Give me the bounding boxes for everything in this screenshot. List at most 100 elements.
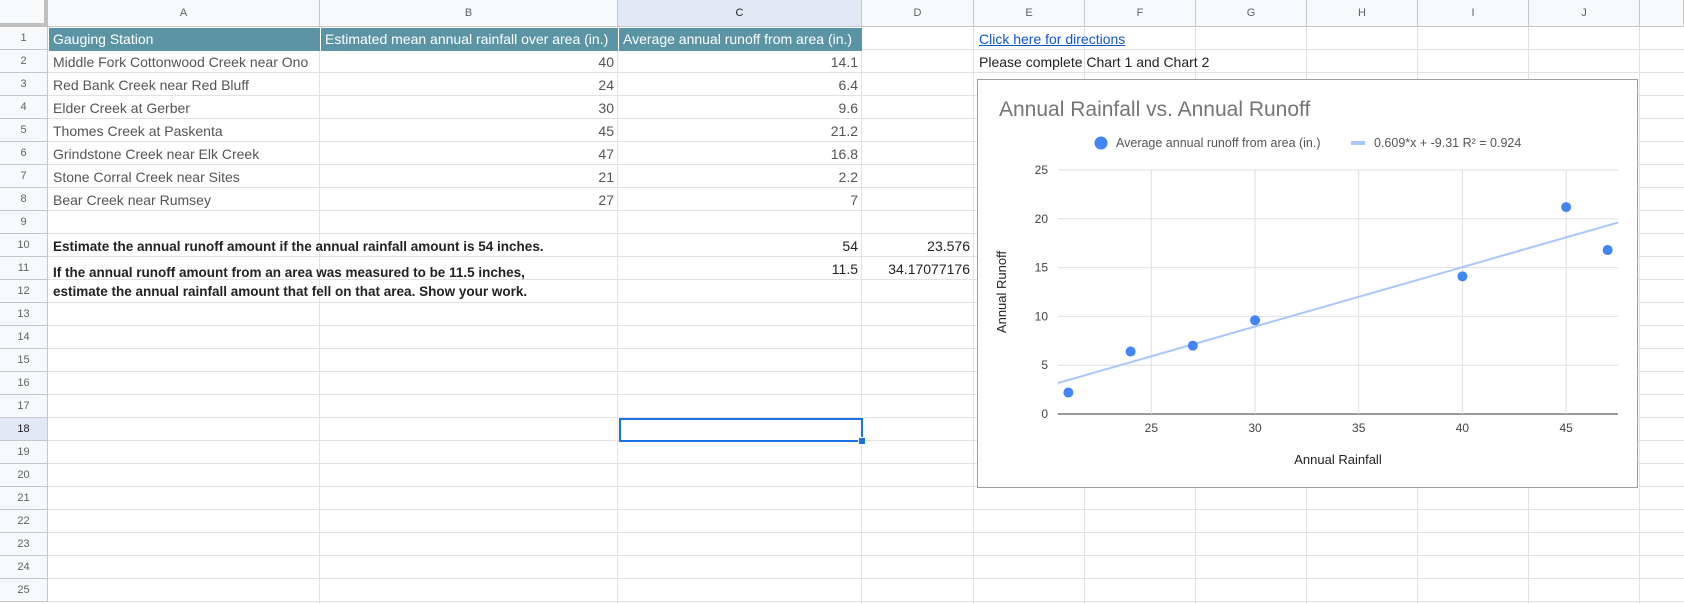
row-header-18[interactable]: 18 xyxy=(0,418,48,441)
row-header-3[interactable]: 3 xyxy=(0,73,48,96)
cell-a11-line1[interactable]: If the annual runoff amount from an area… xyxy=(53,265,525,280)
column-header-i[interactable]: I xyxy=(1418,0,1529,27)
row-gridline xyxy=(48,555,1684,556)
row-header-11[interactable]: 11 xyxy=(0,257,48,280)
row-header-20[interactable]: 20 xyxy=(0,464,48,487)
y-tick-label: 25 xyxy=(1035,163,1049,177)
cell-c10[interactable]: 54 xyxy=(842,238,858,254)
row-header-9[interactable]: 9 xyxy=(0,211,48,234)
row-header-19[interactable]: 19 xyxy=(0,441,48,464)
x-tick-label: 25 xyxy=(1145,421,1159,435)
cell-a2[interactable]: Middle Fork Cottonwood Creek near Ono xyxy=(53,54,309,70)
row-gridline xyxy=(48,49,1684,50)
row-header-15[interactable]: 15 xyxy=(0,349,48,372)
column-header-j[interactable]: J xyxy=(1529,0,1640,27)
cell-c8[interactable]: 7 xyxy=(850,192,858,208)
cell-a11-line2[interactable]: estimate the annual rainfall amount that… xyxy=(53,284,528,299)
column-header-d[interactable]: D xyxy=(862,0,974,27)
row-gridline xyxy=(48,601,1684,602)
cell-b6[interactable]: 47 xyxy=(598,146,614,162)
row-header-13[interactable]: 13 xyxy=(0,303,48,326)
cell-b7[interactable]: 21 xyxy=(598,169,614,185)
row-gridline xyxy=(48,164,1684,165)
row-header-25[interactable]: 25 xyxy=(0,579,48,602)
x-axis-title: Annual Rainfall xyxy=(1294,452,1382,467)
scatter-chart[interactable]: Annual Rainfall vs. Annual Runoff 0 5 10 15… xyxy=(977,79,1638,488)
y-tick-label: 15 xyxy=(1035,261,1049,275)
row-header-2[interactable]: 2 xyxy=(0,50,48,73)
cell-a10[interactable]: Estimate the annual runoff amount if the… xyxy=(53,239,544,254)
x-tick-label: 40 xyxy=(1456,421,1470,435)
cell-d11[interactable]: 34.17077176 xyxy=(888,261,970,277)
row-header-21[interactable]: 21 xyxy=(0,487,48,510)
row-gridline xyxy=(48,233,1684,234)
cell-c1[interactable]: Average annual runoff from area (in.) xyxy=(619,28,862,51)
row-header-8[interactable]: 8 xyxy=(0,188,48,211)
data-point xyxy=(1187,340,1198,351)
y-tick-label: 5 xyxy=(1041,358,1048,372)
data-point xyxy=(1602,245,1613,256)
column-gridline xyxy=(861,27,862,604)
cell-a3[interactable]: Red Bank Creek near Red Bluff xyxy=(53,77,249,93)
row-gridline xyxy=(48,394,1684,395)
cell-b3[interactable]: 24 xyxy=(598,77,614,93)
y-tick-label: 0 xyxy=(1041,407,1048,421)
column-gridline xyxy=(319,27,320,604)
cell-a8[interactable]: Bear Creek near Rumsey xyxy=(53,192,211,208)
cell-b8[interactable]: 27 xyxy=(598,192,614,208)
column-header-f[interactable]: F xyxy=(1085,0,1196,27)
cell-a1[interactable]: Gauging Station xyxy=(49,28,320,51)
row-gridline xyxy=(48,302,1684,303)
cell-a6[interactable]: Grindstone Creek near Elk Creek xyxy=(53,146,260,162)
cell-b4[interactable]: 30 xyxy=(598,100,614,116)
row-gridline xyxy=(48,118,1684,119)
y-tick-label: 10 xyxy=(1035,309,1049,323)
column-header-h[interactable]: H xyxy=(1307,0,1418,27)
row-header-7[interactable]: 7 xyxy=(0,165,48,188)
row-header-12[interactable]: 12 xyxy=(0,280,48,303)
column-gridline xyxy=(617,27,618,604)
cell-c2[interactable]: 14.1 xyxy=(830,54,858,70)
row-header-24[interactable]: 24 xyxy=(0,556,48,579)
row-header-14[interactable]: 14 xyxy=(0,326,48,349)
cell-a5[interactable]: Thomes Creek at Paskenta xyxy=(53,123,223,139)
cell-a4[interactable]: Elder Creek at Gerber xyxy=(53,100,190,116)
row-header-22[interactable]: 22 xyxy=(0,510,48,533)
chart-title: Annual Rainfall vs. Annual Runoff xyxy=(999,98,1311,121)
cell-c4[interactable]: 9.6 xyxy=(838,100,858,116)
column-header-e[interactable]: E xyxy=(974,0,1085,27)
data-point xyxy=(1250,315,1261,326)
cell-b1[interactable]: Estimated mean annual rainfall over area… xyxy=(321,28,618,51)
row-gridline xyxy=(48,440,1684,441)
cell-c6[interactable]: 16.8 xyxy=(830,146,858,162)
cell-b5[interactable]: 45 xyxy=(598,123,614,139)
row-header-4[interactable]: 4 xyxy=(0,96,48,119)
cell-c5[interactable]: 21.2 xyxy=(830,123,858,139)
cell-c11[interactable]: 11.5 xyxy=(831,261,858,277)
row-header-1[interactable]: 1 xyxy=(0,27,48,50)
cell-c7[interactable]: 2.2 xyxy=(838,169,858,185)
cell-a7[interactable]: Stone Corral Creek near Sites xyxy=(53,169,240,185)
row-header-10[interactable]: 10 xyxy=(0,234,48,257)
directions-link[interactable]: Click here for directions xyxy=(979,31,1126,47)
row-header-16[interactable]: 16 xyxy=(0,372,48,395)
row-header-23[interactable]: 23 xyxy=(0,533,48,556)
column-gridline xyxy=(973,27,974,604)
row-header-5[interactable]: 5 xyxy=(0,119,48,142)
row-gridline xyxy=(48,187,1684,188)
select-all-corner[interactable] xyxy=(0,0,48,27)
column-header-a[interactable]: A xyxy=(48,0,320,27)
cell-d10[interactable]: 23.576 xyxy=(927,238,970,254)
row-header-6[interactable]: 6 xyxy=(0,142,48,165)
row-gridline xyxy=(48,141,1684,142)
legend-trendline-label: 0.609*x + -9.31 R² = 0.924 xyxy=(1374,136,1521,150)
cell-b2[interactable]: 40 xyxy=(598,54,614,70)
column-header-c[interactable]: C xyxy=(618,0,862,27)
column-header-b[interactable]: B xyxy=(320,0,618,27)
legend-series-label: Average annual runoff from area (in.) xyxy=(1116,136,1321,150)
column-header-g[interactable]: G xyxy=(1196,0,1307,27)
cell-c3[interactable]: 6.4 xyxy=(838,77,858,93)
row-header-17[interactable]: 17 xyxy=(0,395,48,418)
fill-handle[interactable] xyxy=(858,437,866,445)
active-cell-c18[interactable] xyxy=(619,418,863,442)
